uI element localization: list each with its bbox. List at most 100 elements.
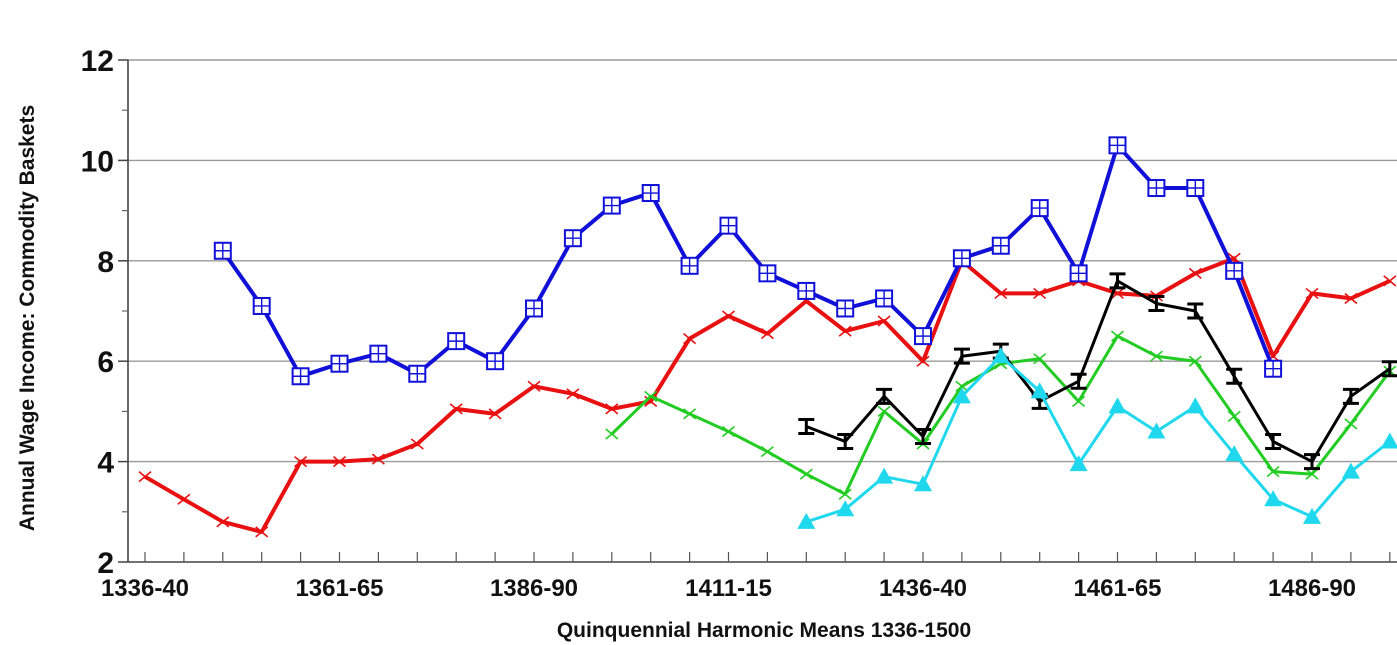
point-marker: [721, 310, 736, 322]
point-marker: [683, 408, 697, 420]
point-marker: [1342, 387, 1359, 405]
point-marker: [758, 264, 777, 283]
point-marker: [213, 241, 232, 260]
point-marker: [138, 471, 152, 483]
point-marker: [486, 352, 505, 371]
point-marker: [1266, 466, 1280, 478]
y-tick-label: 6: [97, 346, 114, 379]
series-1: [138, 252, 1397, 538]
point-marker: [291, 367, 310, 386]
point-marker: [408, 364, 427, 383]
point-marker: [1225, 445, 1244, 462]
point-marker: [721, 425, 736, 438]
point-marker: [760, 327, 774, 340]
point-marker: [683, 332, 697, 345]
point-marker: [527, 380, 541, 392]
point-marker: [369, 344, 388, 363]
x-tick-label: 1461-65: [1073, 575, 1161, 602]
point-marker: [877, 405, 891, 418]
y-tick-label: 4: [97, 447, 114, 480]
point-marker: [876, 387, 893, 405]
point-marker: [1030, 199, 1049, 218]
point-marker: [1030, 382, 1049, 399]
point-marker: [449, 403, 463, 415]
point-marker: [1070, 372, 1087, 390]
series-line: [221, 143, 1275, 379]
point-marker: [488, 408, 502, 420]
point-marker: [955, 380, 969, 392]
point-marker: [1188, 355, 1202, 367]
series-line: [805, 279, 1391, 464]
point-marker: [1226, 367, 1243, 385]
point-marker: [566, 388, 580, 400]
point-marker: [371, 453, 385, 465]
y-tick-label: 2: [97, 547, 114, 580]
point-marker: [875, 467, 894, 484]
point-marker: [953, 347, 970, 365]
point-marker: [1147, 422, 1166, 439]
point-marker: [1108, 397, 1127, 414]
point-marker: [1341, 462, 1360, 479]
point-marker: [837, 433, 854, 451]
point-marker: [1186, 397, 1205, 414]
point-marker: [1069, 455, 1088, 472]
x-tick-label: 1361-65: [295, 575, 383, 602]
point-marker: [1304, 453, 1320, 471]
point-marker: [332, 455, 347, 468]
point-marker: [177, 493, 191, 505]
point-marker: [1265, 433, 1282, 451]
point-marker: [602, 196, 621, 215]
point-marker: [1186, 179, 1205, 198]
x-axis-label: Quinquennial Harmonic Means 1336-1500: [557, 619, 971, 642]
x-tick-label: 1411-15: [685, 575, 772, 602]
series-group: [138, 136, 1397, 538]
point-marker: [991, 347, 1010, 364]
series-line: [805, 354, 1391, 524]
point-marker: [914, 327, 932, 346]
series-5: [797, 347, 1397, 529]
point-marker: [1344, 292, 1358, 305]
axes: [127, 60, 1397, 563]
y-axis-label: Annual Wage Income: Commodity Baskets: [16, 105, 39, 531]
point-marker: [836, 299, 855, 318]
point-marker: [1305, 468, 1319, 480]
point-marker: [1147, 179, 1166, 198]
point-marker: [719, 216, 738, 235]
point-marker: [994, 287, 1008, 300]
point-marker: [1109, 272, 1126, 290]
y-tick-label: 10: [81, 145, 114, 178]
point-marker: [1148, 294, 1165, 312]
point-marker: [1069, 264, 1088, 283]
y-axis-ticks: 2 4 6 8 10 12: [81, 45, 128, 580]
point-marker: [798, 417, 815, 435]
point-marker: [605, 428, 619, 440]
point-marker: [680, 256, 699, 275]
point-marker: [252, 296, 271, 315]
x-tick-label: 1386-90: [490, 575, 578, 602]
point-marker: [875, 289, 894, 308]
point-marker: [525, 299, 543, 318]
x-tick-label: 1436-40: [879, 575, 967, 602]
point-marker: [952, 249, 971, 268]
point-marker: [838, 488, 852, 500]
point-marker: [1264, 359, 1283, 378]
point-marker: [797, 281, 816, 300]
point-marker: [799, 468, 813, 480]
x-tick-label: 1486-90: [1268, 575, 1356, 602]
point-marker: [760, 445, 774, 458]
point-marker: [605, 403, 619, 415]
point-marker: [838, 325, 852, 337]
point-marker: [563, 229, 582, 248]
point-marker: [1380, 432, 1397, 449]
point-marker: [1383, 275, 1397, 287]
point-marker: [952, 387, 971, 404]
point-marker: [1381, 360, 1397, 378]
point-marker: [914, 475, 932, 492]
point-marker: [216, 516, 230, 528]
point-marker: [1264, 490, 1283, 507]
point-marker: [294, 455, 308, 468]
point-marker: [644, 390, 658, 402]
x-tick-label: 1336-40: [101, 575, 189, 602]
y-tick-label: 8: [97, 246, 114, 279]
point-marker: [797, 512, 816, 529]
